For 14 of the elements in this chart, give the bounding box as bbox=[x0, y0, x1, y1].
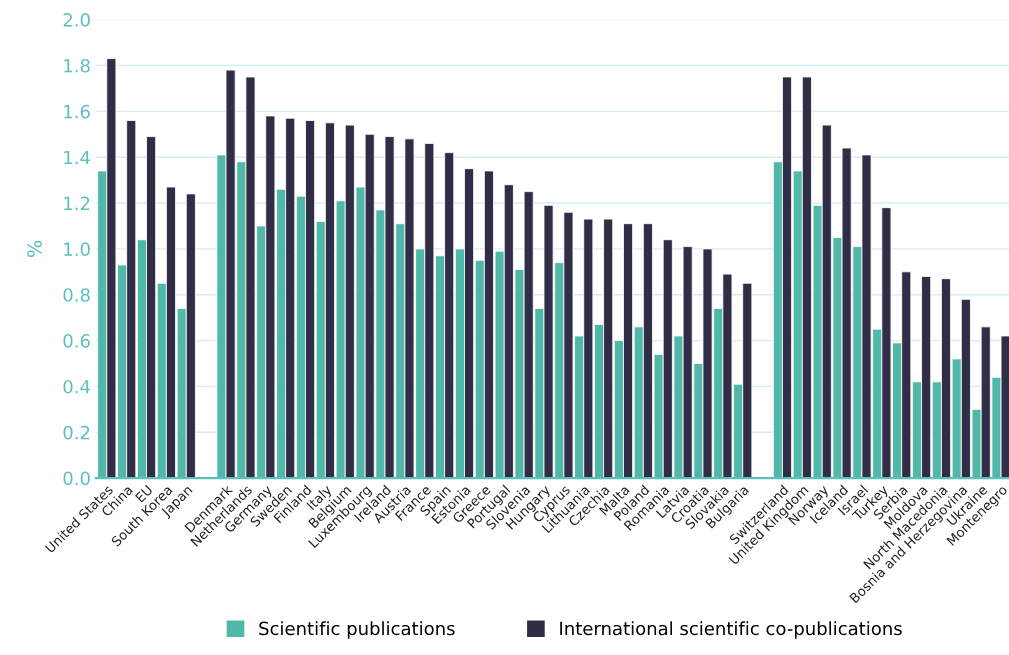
y-tick-label: 0.0 bbox=[63, 471, 90, 486]
y-tick-label: 1.6 bbox=[64, 104, 90, 119]
y-tick-label: 1.8 bbox=[64, 58, 90, 73]
y-tick-label: 0.8 bbox=[63, 288, 90, 302]
y-tick-label: 1.2 bbox=[64, 196, 90, 210]
y-axis-title: % bbox=[27, 240, 42, 258]
y-tick-label: 0.2 bbox=[63, 425, 90, 440]
y-tick-label: 0.6 bbox=[63, 334, 90, 348]
legend-label: Scientific publications bbox=[259, 621, 455, 639]
y-tick-label: 2.0 bbox=[63, 13, 90, 27]
y-tick-label: 1.0 bbox=[64, 242, 90, 257]
y-tick-label: 1.4 bbox=[64, 150, 90, 165]
legend-label: International scientific co-publications bbox=[560, 621, 902, 639]
y-tick-label: 0.4 bbox=[63, 379, 90, 394]
